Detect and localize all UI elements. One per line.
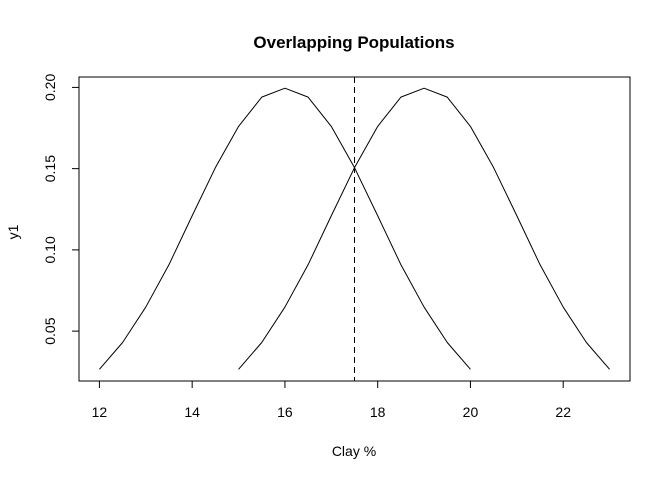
series-line-2 (238, 87, 610, 370)
series-line-1 (99, 87, 471, 370)
x-tick-label: 20 (463, 404, 479, 420)
x-tick-label: 18 (370, 404, 386, 420)
x-tick-label: 16 (277, 404, 293, 420)
y-tick-label: 0.15 (42, 155, 58, 182)
y-tick-label: 0.20 (42, 74, 58, 101)
y-axis: 0.05 0.10 0.15 0.20 (42, 74, 80, 345)
x-axis-label: Clay % (332, 443, 376, 459)
x-tick-label: 12 (92, 404, 108, 420)
y-tick-label: 0.05 (42, 317, 58, 344)
x-tick-label: 14 (184, 404, 200, 420)
x-axis: 12 14 16 18 20 22 (92, 380, 571, 420)
x-tick-label: 22 (555, 404, 571, 420)
chart-title: Overlapping Populations (253, 33, 454, 52)
y-axis-label: y1 (5, 224, 21, 239)
y-tick-label: 0.10 (42, 236, 58, 263)
series-layer (99, 77, 610, 381)
